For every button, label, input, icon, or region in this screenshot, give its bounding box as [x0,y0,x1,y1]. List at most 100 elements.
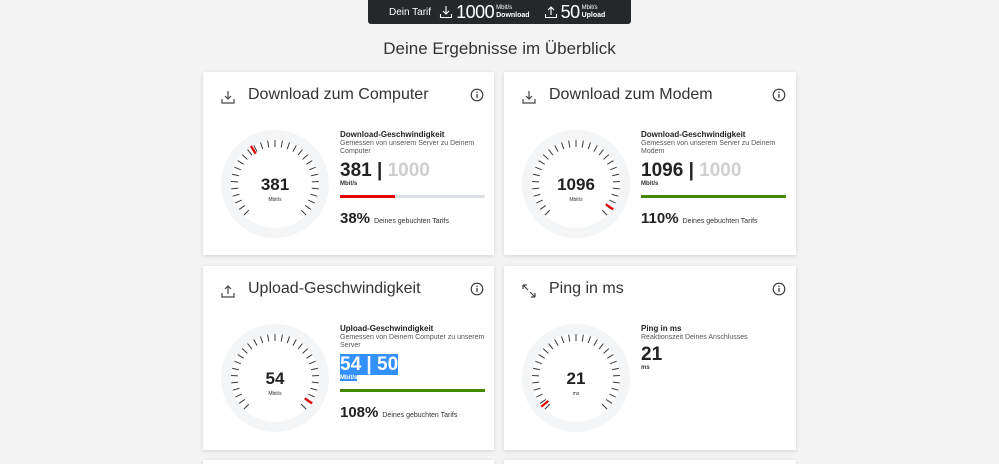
gauge-tick [536,393,543,398]
progress-fill [641,195,786,198]
gauge-value: 54 [266,369,285,388]
gauge-tick [306,354,313,359]
gauge-tick [532,367,541,371]
ping-value: 21 [641,344,663,365]
gauge-tick [612,187,620,190]
gauge-unit: ms [573,391,580,397]
gauge-value: 1096 [557,175,595,194]
gauge-tick [612,381,620,384]
gauge-tick [603,348,610,354]
card-partial [203,460,494,464]
gauge-tick [611,367,620,371]
gauge-tick [304,205,312,210]
tarif-label: Dein Tarif [389,6,432,18]
gauge-tick [609,199,616,204]
gauge-tick [544,209,551,216]
gauge-face [231,140,319,228]
gauge-tick [581,334,584,342]
percent-label: Deines gebuchten Tarifs [682,218,758,225]
gauge-tick [568,334,571,342]
info-icon[interactable] [470,88,484,102]
gauge-tick [311,381,319,384]
percent-label: Deines gebuchten Tarifs [382,412,458,419]
ping-gauge: 21 ms [520,322,632,434]
tarif-upload-value: 50 [560,2,581,22]
gauge-tick [310,387,318,391]
gauge-tick [601,209,608,216]
gauge-indicator [304,397,313,405]
gauge-tick [241,348,248,354]
gauge-tick [292,145,297,152]
progress-bar [340,195,485,198]
gauge-tick [297,149,303,156]
card-title: Download zum Computer [248,86,429,103]
gauge-tick [568,140,571,148]
gauge-tick [259,142,264,150]
gauge-tick [611,193,619,197]
speed-gauge: 381 Mbit/s [219,128,331,240]
gauge-tick [532,173,541,177]
percent-value: 38% [340,210,371,227]
tarif-upload-unit: Mbit/s [581,5,598,11]
card-title: Download zum Modem [549,86,713,103]
speed-gauge: 1096 Mbit/s [520,128,632,240]
gauge-tick [308,360,316,365]
gauge-value: 381 [261,175,289,194]
gauge-tick [308,166,316,171]
current-speed: 1096 [641,160,684,181]
gauge-tick [308,393,315,398]
gauge-tick [232,193,240,197]
tarif-upload-label: Upload [581,12,606,19]
gauge-tick [292,339,297,346]
detail-title: Download-Geschwindigkeit [340,130,445,139]
gauge-tick [241,154,248,160]
gauge-face [231,334,319,422]
detail-subtitle: Reaktionszeit Deines Anschlusses [641,334,748,341]
gauge-indicator [540,400,549,408]
gauge-tick [234,360,242,365]
gauge-tick [554,145,559,152]
gauge-tick [235,199,242,204]
current-speed: 381 [340,160,372,181]
detail-title: Download-Geschwindigkeit [641,130,746,139]
gauge-tick [302,348,309,354]
gauge-tick [601,403,608,410]
gauge-tick [238,399,246,404]
gauge-tick [609,166,617,171]
gauge-tick [253,145,258,152]
gauge-tick [231,173,240,177]
gauge-tick [310,193,318,197]
tarif-download-unit: Mbit/s [496,5,513,11]
detail-subtitle: Gemessen von unserem Server zu Deinem Mo… [641,140,776,155]
gauge-tick [554,339,559,346]
gauge-tick [587,142,592,150]
tarif-speed: 1000 [387,160,430,181]
gauge-tick [308,199,315,204]
info-icon[interactable] [772,282,786,296]
gauge-tick [237,160,244,165]
gauge-tick [267,334,270,342]
download-icon [522,91,536,104]
progress-fill [340,195,396,198]
gauge-tick [532,381,540,384]
gauge-tick [611,387,619,391]
detail-title: Ping in ms [641,324,682,333]
percent-value: 110% [641,210,679,227]
gauge-tick [231,381,239,384]
gauge-tick [238,205,246,210]
gauge-tick [560,142,565,150]
gauge-tick [234,166,242,171]
download-icon [440,6,453,19]
info-icon[interactable] [470,282,484,296]
gauge-tick [532,187,540,190]
gauge-tick [609,393,616,398]
gauge-tick [538,160,545,165]
upload-icon [221,285,235,298]
upload-icon [544,6,557,19]
gauge-indicator [249,145,257,155]
gauge-unit: Mbit/s [569,197,583,203]
info-icon[interactable] [772,88,786,102]
gauge-tick [311,187,319,190]
card-partial [504,460,796,464]
gauge-tick [247,343,253,350]
